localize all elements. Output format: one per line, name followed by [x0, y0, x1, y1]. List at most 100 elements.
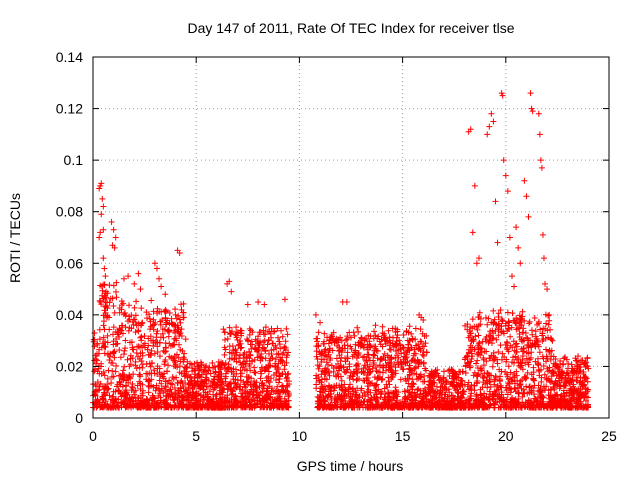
data-point: [259, 388, 266, 395]
data-point: [577, 391, 584, 398]
data-point: [519, 329, 526, 336]
data-point: [236, 386, 243, 393]
data-point: [126, 324, 133, 331]
data-point: [473, 396, 480, 403]
data-point: [115, 402, 122, 409]
data-point: [419, 351, 426, 358]
data-point: [166, 309, 173, 316]
data-point: [234, 377, 241, 384]
data-point: [219, 380, 226, 387]
data-point: [501, 330, 508, 337]
data-point: [224, 394, 231, 401]
data-point: [471, 382, 478, 389]
data-point: [334, 398, 341, 405]
data-point: [435, 401, 442, 408]
data-point: [132, 395, 139, 402]
data-point: [471, 323, 478, 330]
data-point: [255, 333, 262, 340]
data-point: [221, 336, 228, 343]
data-point: [148, 337, 155, 344]
data-point: [159, 330, 166, 337]
data-point: [429, 403, 436, 410]
data-point: [531, 377, 538, 384]
data-point: [108, 380, 115, 387]
data-point: [102, 290, 109, 297]
data-point: [326, 384, 333, 391]
data-point: [137, 350, 144, 357]
data-point: [496, 398, 503, 405]
data-point: [125, 327, 132, 334]
data-point: [379, 330, 386, 337]
data-point: [473, 360, 480, 367]
data-point: [493, 336, 500, 343]
data-point: [344, 342, 351, 349]
data-point: [224, 386, 231, 393]
data-point: [167, 394, 174, 401]
data-point: [347, 343, 354, 350]
data-point: [355, 339, 362, 346]
data-point: [105, 367, 112, 374]
data-point: [165, 404, 172, 411]
data-point: [156, 275, 163, 282]
data-point: [469, 229, 476, 236]
data-point: [352, 341, 359, 348]
data-point: [197, 392, 204, 399]
data-point: [248, 345, 255, 352]
data-point: [102, 304, 109, 311]
data-point: [576, 368, 583, 375]
data-point: [264, 341, 271, 348]
data-point: [392, 341, 399, 348]
data-point: [253, 346, 260, 353]
data-point: [405, 341, 412, 348]
data-point: [528, 397, 535, 404]
data-point: [515, 359, 522, 366]
data-point: [226, 324, 233, 331]
data-point: [397, 399, 404, 406]
data-point: [101, 265, 108, 272]
data-point: [94, 396, 101, 403]
data-point: [371, 343, 378, 350]
data-point: [269, 355, 276, 362]
data-point: [193, 404, 200, 411]
data-point: [420, 352, 427, 359]
data-point: [162, 308, 169, 315]
data-point: [326, 372, 333, 379]
data-point: [527, 383, 534, 390]
data-point: [477, 346, 484, 353]
data-point: [406, 337, 413, 344]
data-point: [143, 401, 150, 408]
data-point: [361, 377, 368, 384]
data-point: [166, 377, 173, 384]
data-point: [270, 346, 277, 353]
data-point: [219, 361, 226, 368]
data-point: [243, 358, 250, 365]
data-point: [507, 333, 514, 340]
data-point: [431, 379, 438, 386]
data-point: [237, 345, 244, 352]
data-point: [497, 342, 504, 349]
data-point: [323, 359, 330, 366]
data-point: [559, 361, 566, 368]
data-point: [317, 319, 324, 326]
data-point: [97, 229, 104, 236]
data-point: [228, 288, 235, 295]
data-point: [372, 387, 379, 394]
data-point: [332, 337, 339, 344]
data-point: [170, 341, 177, 348]
data-point: [441, 395, 448, 402]
data-point: [314, 356, 321, 363]
data-point: [500, 394, 507, 401]
data-point: [397, 342, 404, 349]
data-point: [154, 348, 161, 355]
data-point: [480, 356, 487, 363]
data-point: [264, 364, 271, 371]
data-point: [188, 361, 195, 368]
data-point: [352, 392, 359, 399]
data-point: [104, 339, 111, 346]
data-point: [360, 365, 367, 372]
data-point: [171, 327, 178, 334]
data-point: [94, 342, 101, 348]
data-point: [98, 283, 105, 290]
data-point: [154, 328, 161, 335]
data-point: [175, 354, 182, 361]
